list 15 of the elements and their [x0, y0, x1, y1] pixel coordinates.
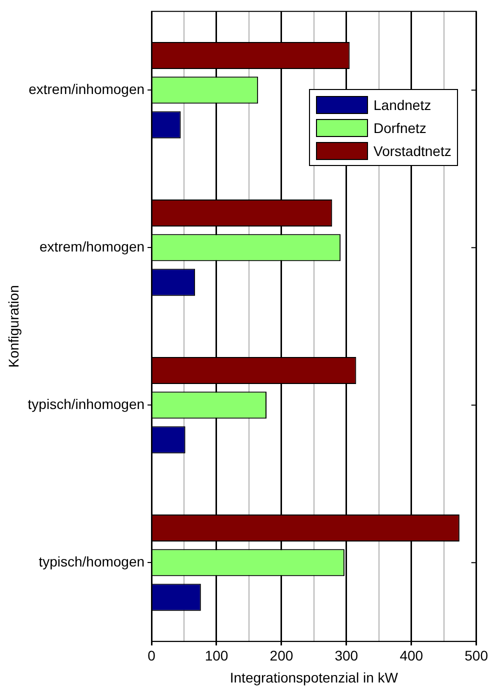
- x-tick-label: 300: [334, 648, 358, 664]
- x-axis-title: Integrationspotenzial in kW: [230, 669, 399, 686]
- y-tick-label: typisch/inhomogen: [28, 396, 145, 412]
- x-tick-label: 400: [400, 648, 424, 664]
- x-tick-label: 100: [204, 648, 228, 664]
- y-axis-title: Konfiguration: [5, 285, 22, 368]
- x-tick-label: 500: [464, 648, 488, 664]
- legend-label: Dorfnetz: [374, 120, 426, 136]
- x-tick-label: 200: [270, 648, 294, 664]
- legend-label: Landnetz: [374, 96, 432, 113]
- legend-label: Vorstadtnetz: [374, 142, 452, 159]
- y-tick-label: typisch/homogen: [38, 554, 145, 570]
- x-tick-label: 0: [148, 648, 156, 664]
- y-tick-label: extrem/homogen: [39, 238, 145, 255]
- y-tick-label: extrem/inhomogen: [28, 81, 145, 98]
